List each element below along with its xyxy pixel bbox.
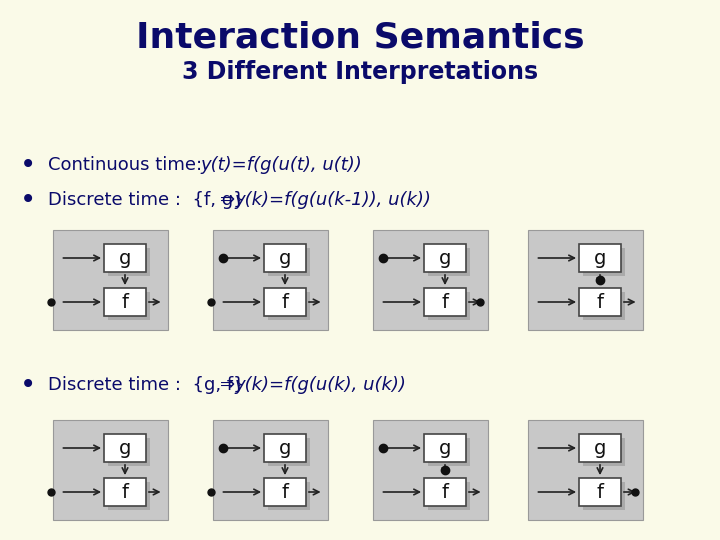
Text: •: • [20,371,36,399]
Text: g: g [438,438,451,457]
Bar [104,434,146,462]
Text: •: • [20,186,36,214]
Bar [53,420,168,520]
Bar [264,434,306,462]
Bar [579,244,621,272]
Bar [268,292,310,320]
Bar [104,288,146,316]
Bar [268,482,310,510]
Bar [424,434,466,462]
Text: g: g [279,438,291,457]
Text: Discrete time :  {g, f}: Discrete time : {g, f} [48,376,245,394]
Bar [108,248,150,276]
Text: f: f [596,483,603,502]
Text: f: f [596,293,603,312]
Bar [428,438,470,466]
Bar [528,230,642,330]
Text: f: f [122,483,128,502]
Bar [264,244,306,272]
Text: g: g [119,438,131,457]
Bar [104,478,146,506]
Bar [268,248,310,276]
Bar [579,478,621,506]
Bar [212,230,328,330]
Text: y(k)=f(g(u(k-1)), u(k)): y(k)=f(g(u(k-1)), u(k)) [234,191,431,209]
Text: Interaction Semantics: Interaction Semantics [135,21,585,55]
Bar [424,478,466,506]
Bar [428,482,470,510]
Bar [264,478,306,506]
Text: g: g [438,248,451,267]
Bar [372,230,487,330]
Bar [104,244,146,272]
Text: Continuous time:: Continuous time: [48,156,208,174]
Bar [372,420,487,520]
Text: f: f [282,293,289,312]
Text: •: • [20,151,36,179]
Text: 3 Different Interpretations: 3 Different Interpretations [182,60,538,84]
Bar [428,292,470,320]
Bar [583,438,625,466]
Text: g: g [594,248,606,267]
Text: ⇒: ⇒ [220,376,235,394]
Text: y(t)=f(g(u(t), u(t)): y(t)=f(g(u(t), u(t)) [200,156,361,174]
Bar [579,288,621,316]
Text: g: g [594,438,606,457]
Bar [583,482,625,510]
Bar [268,438,310,466]
Bar [108,438,150,466]
Bar [212,420,328,520]
Text: y(k)=f(g(u(k), u(k)): y(k)=f(g(u(k), u(k)) [234,376,406,394]
Bar [579,434,621,462]
Bar [424,288,466,316]
Text: ⇒: ⇒ [220,191,235,209]
Bar [583,292,625,320]
Text: f: f [441,483,449,502]
Text: f: f [282,483,289,502]
Bar [108,482,150,510]
Text: g: g [279,248,291,267]
Bar [53,230,168,330]
Bar [428,248,470,276]
Bar [424,244,466,272]
Bar [108,292,150,320]
Bar [264,288,306,316]
Text: f: f [441,293,449,312]
Text: Discrete time :  {f, g}: Discrete time : {f, g} [48,191,245,209]
Text: f: f [122,293,128,312]
Text: g: g [119,248,131,267]
Bar [528,420,642,520]
Bar [583,248,625,276]
